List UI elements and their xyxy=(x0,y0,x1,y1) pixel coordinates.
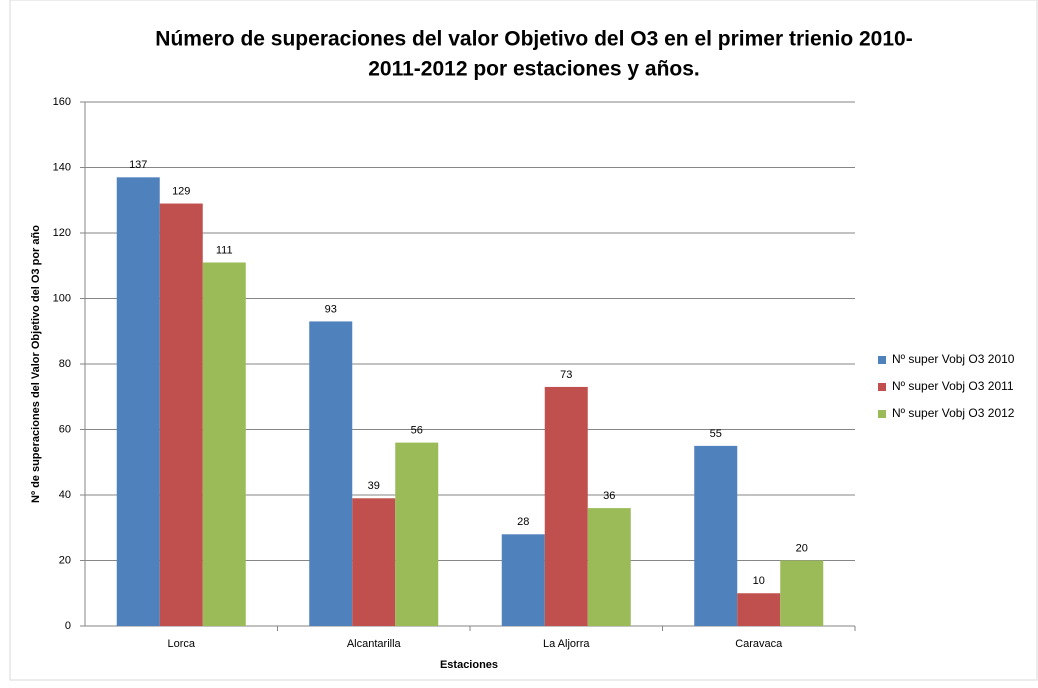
x-tick-label: Alcantarilla xyxy=(347,638,402,650)
y-tick-label: 60 xyxy=(59,423,71,435)
legend-swatch xyxy=(878,356,886,364)
y-tick-label: 100 xyxy=(53,292,71,304)
y-tick-label: 160 xyxy=(53,96,71,108)
bar xyxy=(116,177,160,626)
bar xyxy=(501,534,545,626)
y-tick-label: 120 xyxy=(53,227,71,239)
x-tick-label: Caravaca xyxy=(735,638,783,650)
data-label: 56 xyxy=(411,425,423,437)
bar xyxy=(780,560,824,626)
x-tick-label: La Aljorra xyxy=(543,638,590,650)
y-tick-label: 20 xyxy=(59,554,71,566)
data-label: 111 xyxy=(216,244,233,256)
data-label: 93 xyxy=(325,303,337,315)
legend-swatch xyxy=(878,410,886,418)
bar xyxy=(202,262,246,626)
data-label: 28 xyxy=(517,516,529,528)
bar xyxy=(395,442,439,626)
x-tick-label: Lorca xyxy=(167,638,195,650)
data-label: 129 xyxy=(172,185,190,197)
bar xyxy=(159,203,203,626)
y-axis-label: Nº de superaciones del Valor Objetivo de… xyxy=(30,225,42,503)
chart-title: Número de superaciones del valor Objetiv… xyxy=(155,28,912,51)
data-label: 20 xyxy=(796,542,808,554)
legend-label: Nº super Vobj O3 2011 xyxy=(892,379,1014,393)
bar xyxy=(544,386,588,626)
bar xyxy=(309,321,353,626)
legend-swatch xyxy=(878,383,886,391)
chart-title: 2011-2012 por estaciones y años. xyxy=(368,58,700,81)
bar xyxy=(694,445,738,626)
data-label: 55 xyxy=(710,428,722,440)
data-label: 36 xyxy=(603,490,615,502)
y-tick-label: 40 xyxy=(59,489,71,501)
y-tick-label: 80 xyxy=(59,358,71,370)
y-tick-label: 140 xyxy=(53,161,71,173)
data-label: 73 xyxy=(560,369,572,381)
data-label: 137 xyxy=(129,159,147,171)
legend-label: Nº super Vobj O3 2010 xyxy=(892,352,1015,366)
data-label: 10 xyxy=(753,575,765,587)
legend-label: Nº super Vobj O3 2012 xyxy=(892,406,1015,420)
bar xyxy=(737,593,781,626)
bar xyxy=(587,508,631,626)
x-axis-label: Estaciones xyxy=(440,659,498,671)
bar xyxy=(352,498,396,626)
data-label: 39 xyxy=(368,480,380,492)
y-tick-label: 0 xyxy=(65,620,71,632)
